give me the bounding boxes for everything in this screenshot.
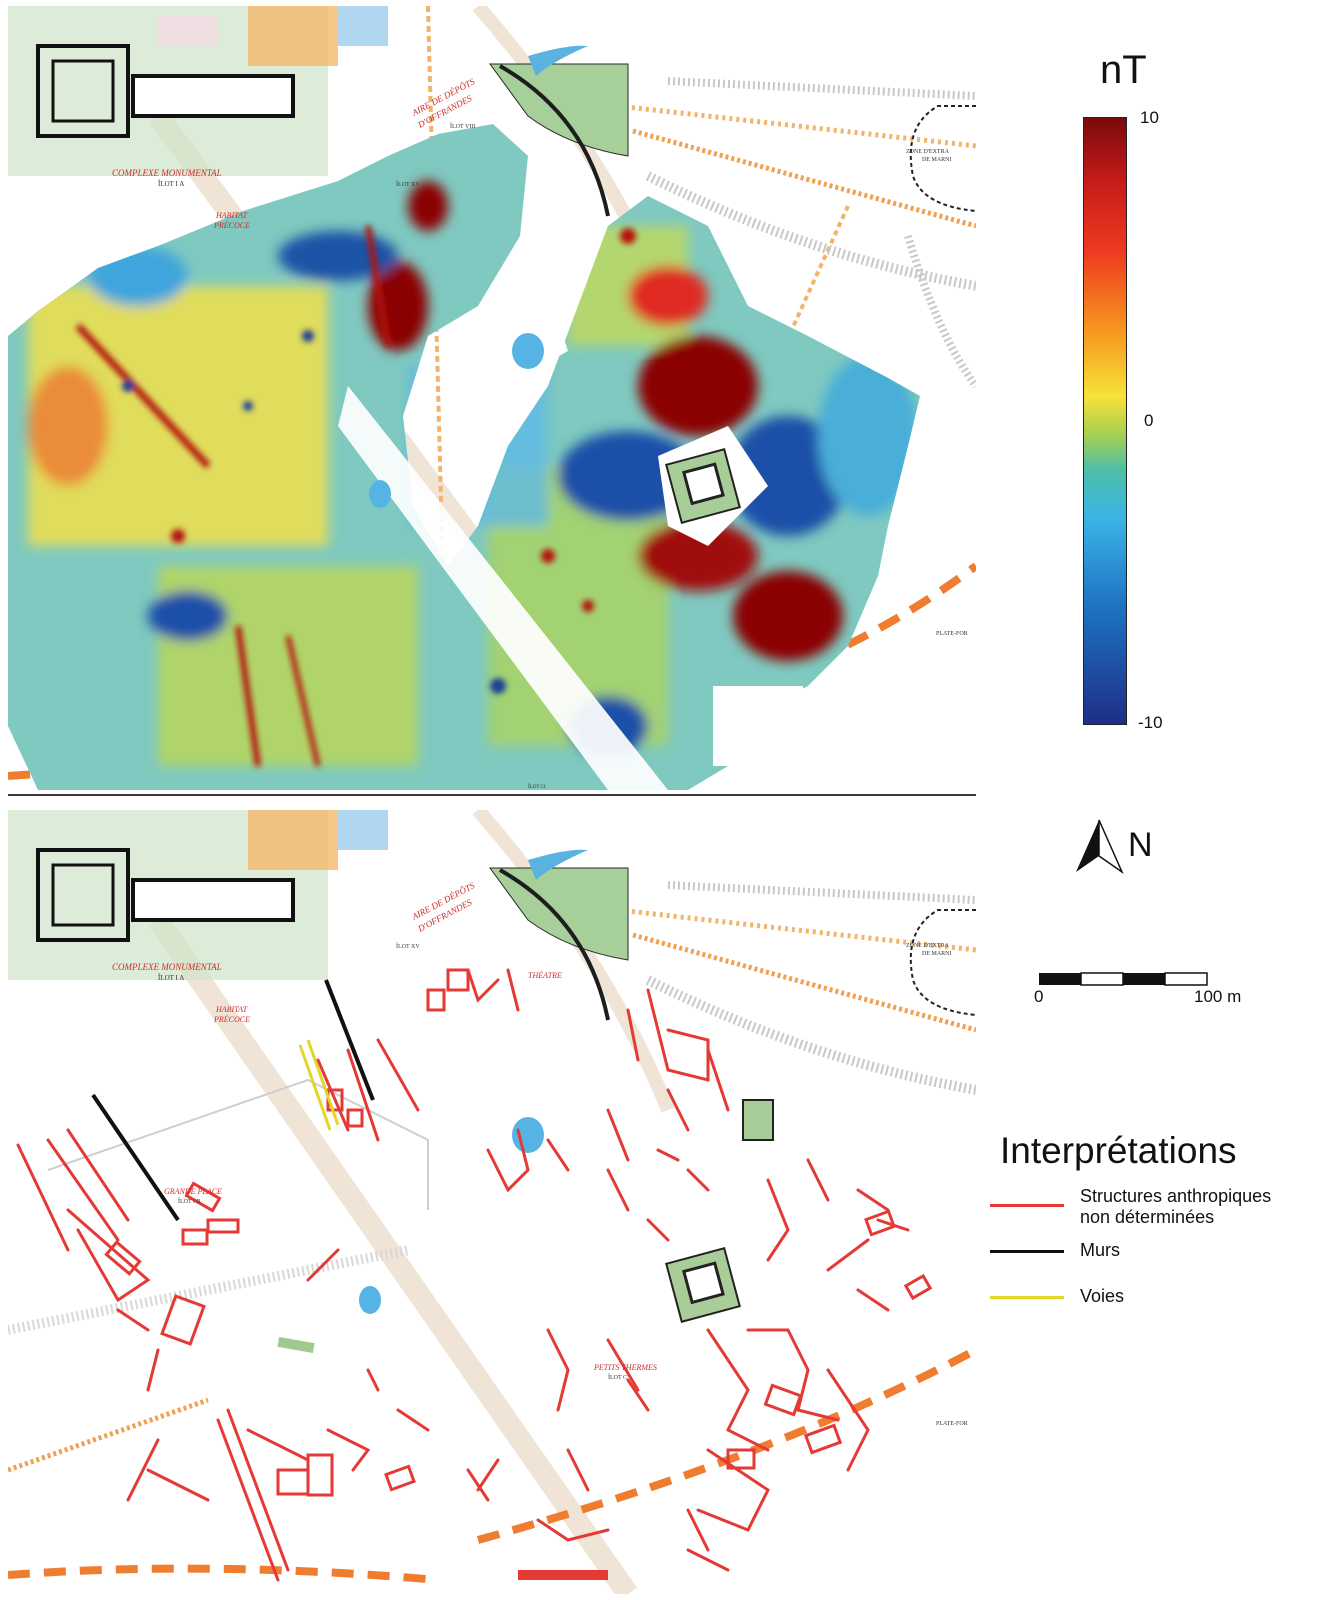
scale-start-label: 0: [1034, 987, 1044, 1006]
survey-overlays: [338, 306, 803, 790]
interpretation-map-svg: COMPLEXE MONUMENTAL ÎLOT I A HABITAT PRÉ…: [8, 810, 976, 1594]
label-habitat-2-b: PRÉCOCE: [213, 1014, 250, 1024]
label-zone-2: DE MARNI: [922, 157, 952, 163]
label-theatre: THÉATRE: [528, 970, 562, 980]
magnetometry-map-svg: COMPLEXE MONUMENTAL ÎLOT I A HABITAT PRÉ…: [8, 6, 976, 790]
legend-label-structures-1: Structures anthropiques: [1080, 1186, 1272, 1206]
label-petits-thermes: PETITS THERMES: [593, 1363, 657, 1372]
colorbar-mid-label: 0: [1144, 411, 1154, 430]
legend-label-structures-2: non déterminées: [1080, 1207, 1215, 1227]
legend-label-voies: Voies: [1080, 1286, 1125, 1306]
label-ilot-a: ÎLOT I A: [158, 180, 184, 188]
scale-bar: [1039, 972, 1208, 986]
label-ilot-xv-b: ÎLOT XV: [396, 942, 420, 950]
colorbar: [1083, 117, 1127, 725]
base-plan-bottom: [8, 810, 976, 1594]
legend-swatch-yellow: [990, 1296, 1064, 1299]
label-grande-place: GRANDE PLACE: [164, 1187, 222, 1196]
magnetometry-map: COMPLEXE MONUMENTAL ÎLOT I A HABITAT PRÉ…: [8, 6, 976, 790]
interpretation-roads: [298, 1039, 340, 1131]
interpretation-map: COMPLEXE MONUMENTAL ÎLOT I A HABITAT PRÉ…: [8, 810, 976, 1594]
label-complexe: COMPLEXE MONUMENTAL: [112, 168, 222, 178]
label-ilot-ib: ÎLOT I B: [178, 1197, 201, 1205]
interpretation-structures: [16, 968, 933, 1582]
label-ilot-a-b: ÎLOT I A: [158, 974, 184, 982]
colorbar-max-label: 10: [1140, 108, 1159, 127]
label-habitat-2: PRÉCOCE: [213, 220, 250, 230]
legend-swatch-black: [990, 1250, 1064, 1253]
label-complexe-b: COMPLEXE MONUMENTAL: [112, 962, 222, 972]
label-habitat-1: HABITAT: [215, 211, 248, 220]
label-plate-forme: PLATE-FOR: [936, 631, 968, 637]
interpretation-walls: [91, 979, 375, 1222]
label-ilot-xv: ÎLOT XV: [396, 180, 420, 188]
label-zone-1: ZONE D'EXTRA: [906, 149, 950, 155]
north-arrow-icon: [1076, 819, 1124, 875]
label-habitat-1-b: HABITAT: [215, 1005, 248, 1014]
label-ilot-c: ÎLOT C: [608, 1373, 627, 1381]
label-plate-forme-b: PLATE-FOR: [936, 1421, 968, 1427]
scale-end-label: 100 m: [1194, 987, 1242, 1006]
label-zone-1-b: ZONE D'EXTRA: [906, 943, 950, 949]
label-zone-2-b: DE MARNI: [922, 951, 952, 957]
legend-label-murs: Murs: [1080, 1240, 1120, 1260]
colorbar-min-label: -10: [1138, 713, 1163, 732]
label-ilot-ci: ÎLOT CI: [528, 784, 546, 790]
north-label: N: [1128, 826, 1153, 864]
colorbar-unit: nT: [1100, 48, 1147, 92]
panel-divider: [8, 794, 976, 796]
legend-title: Interprétations: [1000, 1130, 1237, 1171]
label-ilot-viii: ÎLOT VIII: [450, 122, 475, 130]
legend-swatch-red: [990, 1204, 1064, 1207]
